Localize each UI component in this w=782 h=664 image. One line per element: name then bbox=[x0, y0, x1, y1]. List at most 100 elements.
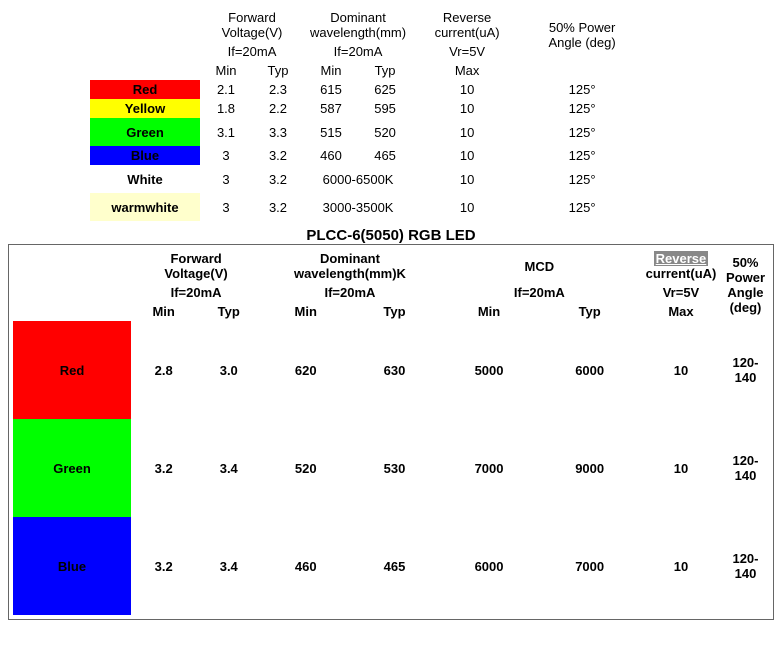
cell-pa: 125° bbox=[522, 193, 642, 221]
color-swatch: White bbox=[90, 165, 200, 193]
hdr-fv-typ: Typ bbox=[196, 302, 261, 321]
cell-pa: 125° bbox=[522, 80, 642, 99]
hdr-mcd-min: Min bbox=[439, 302, 540, 321]
top-spec-table: ForwardVoltage(V) Dominantwavelength(mm)… bbox=[90, 8, 642, 221]
cell-pa: 120-140 bbox=[722, 321, 769, 419]
cell-fv-typ: 3.2 bbox=[252, 165, 304, 193]
cell-dw-typ: 530 bbox=[350, 419, 438, 517]
hdr-rc-word: Reverse bbox=[654, 251, 709, 266]
table-row: Blue3.23.44604656000700010120-140 bbox=[13, 517, 769, 615]
cell-fv-typ: 3.3 bbox=[252, 118, 304, 146]
bottom-header-row-groups: ForwardVoltage(V) Dominantwavelength(mm)… bbox=[13, 249, 769, 283]
color-swatch: Red bbox=[13, 321, 131, 419]
hdr-dw-min: Min bbox=[304, 61, 358, 80]
hdr-rc-max: Max bbox=[640, 302, 722, 321]
cell-fv-min: 3 bbox=[200, 165, 252, 193]
table-row: White33.26000-6500K10125° bbox=[90, 165, 642, 193]
cell-fv-min: 3.2 bbox=[131, 419, 196, 517]
color-swatch: Green bbox=[13, 419, 131, 517]
color-swatch: Blue bbox=[13, 517, 131, 615]
cell-fv-typ: 2.2 bbox=[252, 99, 304, 118]
hdr-mcd-typ: Typ bbox=[539, 302, 640, 321]
cell-dw-min: 460 bbox=[261, 517, 350, 615]
cell-dw-typ: 465 bbox=[358, 146, 412, 165]
cell-dw-min: 587 bbox=[304, 99, 358, 118]
cell-dw-min: 515 bbox=[304, 118, 358, 146]
cell-fv-min: 2.8 bbox=[131, 321, 196, 419]
cond-dw: If=20mA bbox=[261, 283, 439, 302]
color-swatch: warmwhite bbox=[90, 193, 200, 221]
cell-mcd-min: 5000 bbox=[439, 321, 540, 419]
hdr-pa: 50% PowerAngle (deg) bbox=[522, 8, 642, 61]
cell-dw-min: 615 bbox=[304, 80, 358, 99]
hdr-rc: Reversecurrent(uA) bbox=[412, 8, 522, 42]
table-row: warmwhite33.23000-3500K10125° bbox=[90, 193, 642, 221]
cell-pa: 120-140 bbox=[722, 419, 769, 517]
cell-dw-typ: 630 bbox=[350, 321, 438, 419]
hdr-rc: Reverse current(uA) bbox=[640, 249, 722, 283]
cell-fv-typ: 3.4 bbox=[196, 419, 261, 517]
cell-pa: 125° bbox=[522, 165, 642, 193]
cell-mcd-min: 7000 bbox=[439, 419, 540, 517]
cell-fv-min: 3 bbox=[200, 193, 252, 221]
cell-rc: 10 bbox=[412, 118, 522, 146]
hdr-dw: Dominantwavelength(mm) bbox=[304, 8, 412, 42]
cell-dw-span: 6000-6500K bbox=[304, 165, 412, 193]
hdr-fv-min: Min bbox=[131, 302, 196, 321]
cell-dw-span: 3000-3500K bbox=[304, 193, 412, 221]
hdr-rc-max: Max bbox=[412, 61, 522, 80]
cond-dw: If=20mA bbox=[304, 42, 412, 61]
hdr-mcd: MCD bbox=[439, 249, 640, 283]
hdr-fv: ForwardVoltage(V) bbox=[131, 249, 261, 283]
cell-pa: 125° bbox=[522, 99, 642, 118]
cell-dw-typ: 625 bbox=[358, 80, 412, 99]
color-swatch: Red bbox=[90, 80, 200, 99]
cond-rc: Vr=5V bbox=[640, 283, 722, 302]
cell-dw-typ: 595 bbox=[358, 99, 412, 118]
bottom-header-row-cond: If=20mA If=20mA If=20mA Vr=5V bbox=[13, 283, 769, 302]
cell-dw-min: 460 bbox=[304, 146, 358, 165]
cell-rc: 10 bbox=[412, 99, 522, 118]
section-title: PLCC-6(5050) RGB LED bbox=[8, 227, 774, 244]
cell-rc: 10 bbox=[640, 517, 722, 615]
table-row: Blue33.246046510125° bbox=[90, 146, 642, 165]
bottom-table-container: ForwardVoltage(V) Dominantwavelength(mm)… bbox=[8, 244, 774, 620]
hdr-fv-min: Min bbox=[200, 61, 252, 80]
cell-dw-typ: 520 bbox=[358, 118, 412, 146]
cell-fv-min: 3.1 bbox=[200, 118, 252, 146]
hdr-pa: 50%PowerAngle(deg) bbox=[722, 249, 769, 321]
cell-mcd-typ: 9000 bbox=[539, 419, 640, 517]
cell-fv-typ: 3.2 bbox=[252, 146, 304, 165]
top-header-row-groups: ForwardVoltage(V) Dominantwavelength(mm)… bbox=[90, 8, 642, 42]
cond-fv: If=20mA bbox=[131, 283, 261, 302]
cell-fv-typ: 3.0 bbox=[196, 321, 261, 419]
table-row: Yellow1.82.258759510125° bbox=[90, 99, 642, 118]
cell-fv-min: 2.1 bbox=[200, 80, 252, 99]
cell-pa: 125° bbox=[522, 146, 642, 165]
bottom-header-row-minmax: Min Typ Min Typ Min Typ Max bbox=[13, 302, 769, 321]
table-row: Red2.83.06206305000600010120-140 bbox=[13, 321, 769, 419]
hdr-dw-typ: Typ bbox=[358, 61, 412, 80]
cell-rc: 10 bbox=[412, 193, 522, 221]
hdr-dw-typ: Typ bbox=[350, 302, 438, 321]
color-swatch: Blue bbox=[90, 146, 200, 165]
cond-rc: Vr=5V bbox=[412, 42, 522, 61]
table-row: Red2.12.361562510125° bbox=[90, 80, 642, 99]
hdr-fv-typ: Typ bbox=[252, 61, 304, 80]
hdr-fv: ForwardVoltage(V) bbox=[200, 8, 304, 42]
bottom-spec-table: ForwardVoltage(V) Dominantwavelength(mm)… bbox=[13, 249, 769, 615]
cell-mcd-min: 6000 bbox=[439, 517, 540, 615]
cell-pa: 120-140 bbox=[722, 517, 769, 615]
cell-fv-min: 3.2 bbox=[131, 517, 196, 615]
cell-fv-typ: 2.3 bbox=[252, 80, 304, 99]
table-row: Green3.23.45205307000900010120-140 bbox=[13, 419, 769, 517]
cell-rc: 10 bbox=[640, 321, 722, 419]
hdr-dw-min: Min bbox=[261, 302, 350, 321]
cell-rc: 10 bbox=[412, 80, 522, 99]
cell-mcd-typ: 6000 bbox=[539, 321, 640, 419]
cell-mcd-typ: 7000 bbox=[539, 517, 640, 615]
cell-dw-min: 520 bbox=[261, 419, 350, 517]
cell-dw-min: 620 bbox=[261, 321, 350, 419]
cell-rc: 10 bbox=[412, 165, 522, 193]
cell-fv-min: 1.8 bbox=[200, 99, 252, 118]
